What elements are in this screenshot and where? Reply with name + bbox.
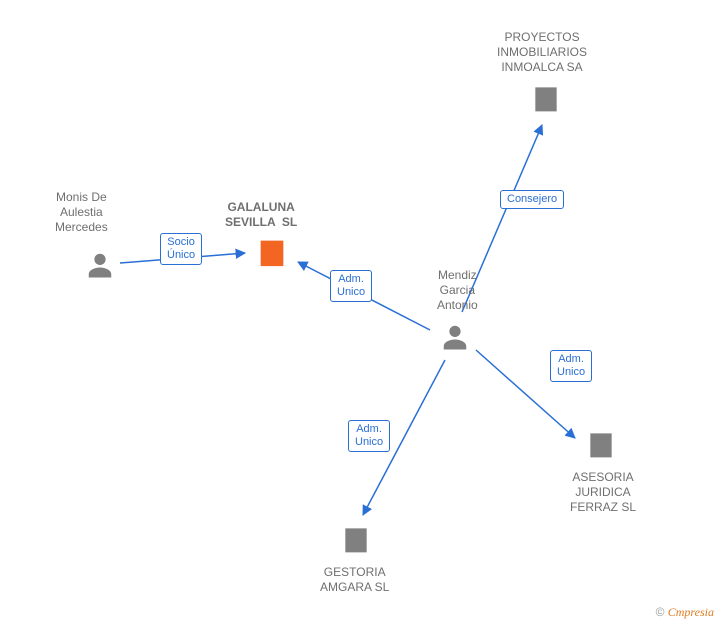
node-label-mendiz: Mendiz Garcia Antonio [437, 268, 478, 313]
brand-name: Cmpresia [668, 605, 714, 619]
edge-label: Adm. Unico [330, 270, 372, 302]
edge-label: Socio Único [160, 233, 202, 265]
edge-label: Adm. Unico [550, 350, 592, 382]
node-label-monis: Monis De Aulestia Mercedes [55, 190, 108, 235]
edge-label: Consejero [500, 190, 564, 209]
node-label-galaluna: GALALUNA SEVILLA SL [225, 200, 297, 230]
edge-label: Adm. Unico [348, 420, 390, 452]
person-icon [440, 322, 470, 352]
copyright-symbol: © [656, 605, 665, 619]
person-icon [85, 250, 115, 280]
building-icon [340, 523, 372, 555]
node-label-proyectos: PROYECTOS INMOBILIARIOS INMOALCA SA [497, 30, 587, 75]
watermark: © Cmpresia [656, 605, 714, 620]
building-icon [585, 428, 617, 460]
building-icon [530, 82, 562, 114]
node-label-gestoria: GESTORIA AMGARA SL [320, 565, 389, 595]
node-label-asesoria: ASESORIA JURIDICA FERRAZ SL [570, 470, 636, 515]
building-icon-highlight [255, 235, 289, 269]
diagram-canvas: Monis De Aulestia Mercedes GALALUNA SEVI… [0, 0, 728, 630]
